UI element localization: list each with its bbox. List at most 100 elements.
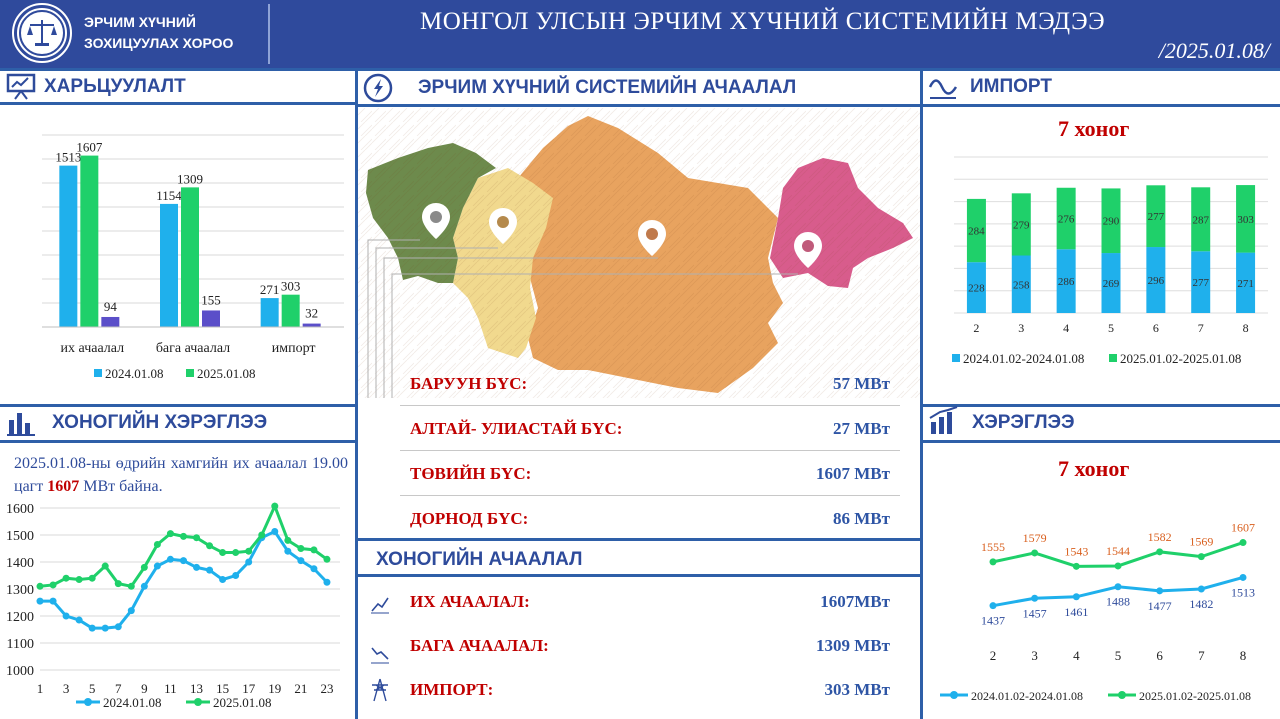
- bar-chart-icon: [7, 413, 35, 436]
- legend-label: 2025.01.08: [213, 695, 272, 710]
- data-point: [310, 565, 318, 573]
- data-point: [271, 527, 279, 535]
- bar: [181, 187, 199, 327]
- legend-swatch: [186, 369, 194, 377]
- daily-note-suffix: МВт байна.: [79, 478, 163, 495]
- data-point: [271, 502, 279, 510]
- bar-segment: [1146, 185, 1166, 248]
- region-value: 1607 МВт: [816, 464, 890, 483]
- data-point: [49, 597, 57, 605]
- data-point: [232, 572, 240, 579]
- grid-line: [0, 68, 1280, 71]
- data-label: 1579: [1023, 531, 1047, 545]
- data-point: [140, 582, 148, 590]
- data-point: [153, 562, 161, 570]
- bar-segment: [1011, 193, 1031, 256]
- data-point: [245, 558, 253, 566]
- tick-label: 3: [1018, 321, 1024, 335]
- x-tick-label: 8: [1240, 648, 1247, 663]
- data-point: [193, 534, 201, 542]
- category-label: бага ачаалал: [156, 341, 230, 356]
- x-tick-label: 6: [1156, 648, 1163, 663]
- org-name: ЭРЧИМ ХҮЧНИЙ ЗОХИЦУУЛАХ ХОРОО: [84, 12, 233, 54]
- data-label: 1543: [1064, 544, 1088, 558]
- data-point: [62, 574, 70, 582]
- bar-segment: [1236, 252, 1256, 313]
- data-label: 1513: [55, 150, 81, 165]
- x-tick-label: 17: [242, 681, 256, 696]
- legend-label: 2024.01.02-2024.01.08: [963, 351, 1084, 366]
- daily-load-value: 303 МВт: [824, 680, 891, 699]
- data-label: 269: [1103, 278, 1120, 290]
- bar: [59, 165, 78, 327]
- data-point: [1072, 593, 1080, 601]
- bar-segment: [1056, 187, 1076, 250]
- data-point: [127, 582, 135, 590]
- x-tick-label: 2: [990, 648, 997, 663]
- data-label: 32: [305, 306, 318, 321]
- region-name: ДОРНОД БҮС:: [410, 509, 529, 528]
- legend-marker: [194, 698, 202, 706]
- data-point: [75, 576, 83, 584]
- legend-label: 2025.01.08: [197, 366, 256, 381]
- daily-load-name: ИМПОРТ:: [410, 680, 494, 699]
- y-tick-label: 1600: [6, 502, 34, 517]
- x-tick-label: 21: [294, 681, 307, 696]
- data-point: [179, 532, 187, 540]
- bar: [202, 310, 220, 327]
- data-point: [297, 545, 305, 552]
- data-label: 1154: [156, 188, 182, 203]
- daily-note-value: 1607: [47, 478, 80, 495]
- data-point: [127, 607, 135, 615]
- data-point: [323, 555, 331, 563]
- data-label: 277: [1192, 277, 1209, 289]
- leader-line: [367, 239, 420, 398]
- data-point: [1156, 548, 1164, 556]
- leader-line: [383, 257, 658, 398]
- data-label: 1482: [1189, 597, 1213, 611]
- header-bar: ЭРЧИМ ХҮЧНИЙ ЗОХИЦУУЛАХ ХОРОО МОНГОЛ УЛС…: [0, 0, 1280, 68]
- region-value: 27 МВт: [833, 419, 890, 438]
- x-tick-label: 5: [89, 681, 96, 696]
- data-point: [166, 555, 174, 563]
- row-divider: [400, 450, 900, 451]
- data-point: [193, 563, 201, 571]
- grid-line: [922, 440, 1280, 443]
- tick-label: 2: [973, 321, 979, 335]
- data-label: 1555: [981, 540, 1005, 554]
- tick-label: 7: [1198, 321, 1204, 335]
- data-point: [206, 566, 214, 574]
- map-pin-icon: [638, 220, 666, 256]
- org-line-2: ЗОХИЦУУЛАХ ХОРОО: [84, 35, 234, 51]
- section-title-daily-consumption: ХОНОГИЙН ХЭРЭГЛЭЭ: [52, 412, 268, 433]
- data-point: [323, 578, 331, 586]
- daily-load-value: 1607МВт: [820, 592, 890, 611]
- data-label: 1309: [177, 171, 203, 186]
- leader-line: [391, 273, 798, 398]
- row-divider: [400, 495, 900, 496]
- data-point: [1197, 585, 1205, 593]
- bar: [80, 155, 99, 327]
- region-name: АЛТАЙ- УЛИАСТАЙ БҮС:: [410, 419, 623, 438]
- grid-line: [0, 440, 356, 443]
- power-tower-icon: [372, 678, 388, 702]
- section-title-import: ИМПОРТ: [970, 76, 1052, 97]
- import-stacked-bar-chart: 228 284 2 258 279 3 286 276 4 269 290 5 296 277 6 277 28…: [952, 156, 1268, 366]
- mongolia-region-map: [358, 108, 920, 398]
- legend-label: 2024.01.02-2024.01.08: [971, 689, 1083, 703]
- data-point: [258, 531, 266, 539]
- y-tick-label: 1500: [6, 529, 34, 544]
- data-label: 271: [260, 282, 280, 297]
- bar-segment: [1011, 255, 1031, 313]
- data-point: [219, 576, 227, 584]
- data-label: 228: [968, 283, 985, 295]
- data-point: [232, 549, 240, 557]
- grid-line: [356, 574, 922, 577]
- scales-icon: [19, 10, 65, 56]
- data-point: [284, 536, 292, 544]
- region-name: ТӨВИЙН БҮС:: [410, 464, 532, 483]
- grid-line: [922, 404, 1280, 407]
- y-tick-label: 1100: [7, 637, 34, 652]
- legend-swatch: [1109, 354, 1117, 362]
